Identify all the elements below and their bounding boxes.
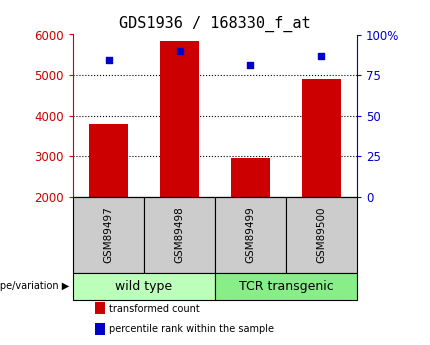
Bar	[302, 79, 341, 197]
Text: GSM89500: GSM89500	[316, 206, 326, 263]
Bar	[160, 41, 199, 197]
Title: GDS1936 / 168330_f_at: GDS1936 / 168330_f_at	[119, 16, 311, 32]
Point	[105, 58, 112, 63]
Text: transformed count: transformed count	[109, 304, 200, 314]
Text: GSM89499: GSM89499	[246, 206, 255, 263]
Bar	[231, 158, 270, 197]
Text: GSM89497: GSM89497	[104, 206, 114, 263]
Text: wild type: wild type	[116, 280, 172, 293]
Bar	[89, 124, 128, 197]
Text: GSM89498: GSM89498	[175, 206, 184, 263]
Point	[176, 48, 183, 53]
Bar	[215, 197, 286, 273]
Bar	[73, 197, 144, 273]
Point	[318, 53, 325, 58]
Text: TCR transgenic: TCR transgenic	[239, 280, 333, 293]
Bar	[286, 197, 357, 273]
Bar	[144, 197, 215, 273]
Point	[247, 62, 254, 68]
Bar	[215, 273, 357, 300]
Bar	[73, 273, 215, 300]
Text: genotype/variation ▶: genotype/variation ▶	[0, 282, 70, 291]
Text: percentile rank within the sample: percentile rank within the sample	[109, 325, 274, 334]
